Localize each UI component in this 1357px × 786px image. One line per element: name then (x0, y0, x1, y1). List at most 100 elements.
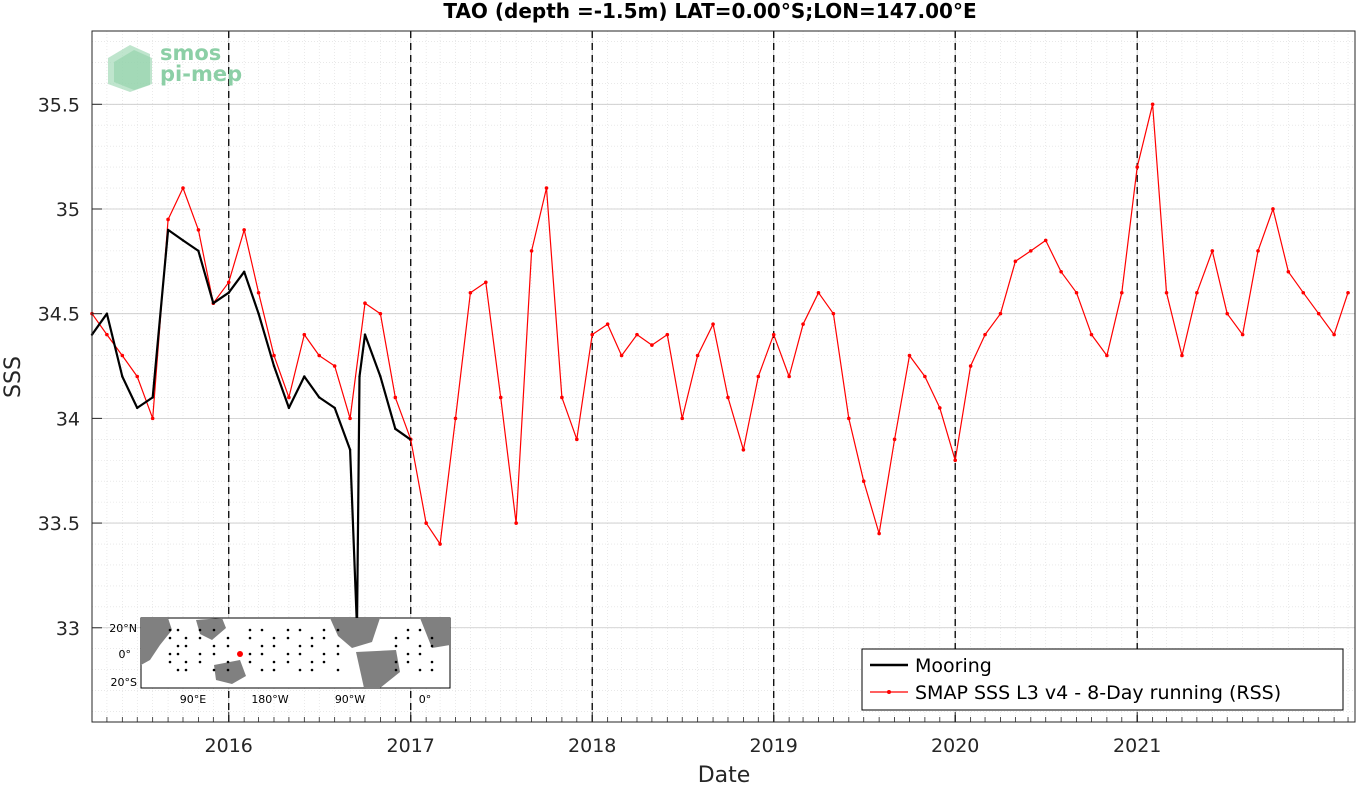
inset-land-south-america (356, 650, 400, 688)
smap-data-point (695, 353, 700, 358)
inset-mooring-dot (226, 660, 230, 664)
smap-data-point (1210, 249, 1215, 253)
series-layer (90, 102, 1350, 629)
plot-frame (91, 30, 1356, 723)
series-line-smap (91, 103, 1349, 545)
smap-data-point (726, 395, 730, 400)
smap-data-point (1043, 238, 1048, 243)
smap-data-point (816, 290, 821, 295)
smap-data-point (424, 521, 428, 525)
mooring-data-point (136, 406, 139, 410)
inset-mooring-dot (168, 660, 172, 664)
smap-data-point (484, 280, 488, 285)
smap-data-point (242, 228, 246, 232)
inset-mooring-dot (394, 644, 398, 648)
inset-mooring-dot (418, 628, 422, 632)
smap-data-point (272, 353, 276, 358)
inset-mooring-dot (322, 652, 326, 656)
smap-data-point (544, 186, 549, 190)
inset-label-180w: 180°W (251, 693, 288, 706)
inset-mooring-dot (418, 668, 422, 672)
smap-data-point (226, 280, 231, 285)
y-axis-ticks: 33 33.5 34 34.5 35 35.5 (38, 94, 102, 640)
inset-mooring-dot (184, 644, 188, 648)
inset-mooring-dot (298, 628, 302, 632)
inset-mooring-dot (248, 652, 252, 656)
inset-mooring-dot (430, 644, 434, 648)
smap-data-point (1225, 311, 1230, 316)
inset-mooring-dot (406, 660, 410, 664)
smap-data-point (1013, 259, 1018, 264)
smap-data-point (438, 542, 442, 546)
mooring-data-point (394, 427, 397, 431)
logo-line1: smos (160, 41, 221, 65)
smos-pi-mep-logo: smos pi-mep (108, 41, 242, 92)
x-tick-label: 2019 (750, 735, 798, 757)
inset-mooring-dot (406, 652, 410, 656)
inset-label-eq: 0° (119, 648, 132, 661)
logo-line2: pi-mep (160, 62, 242, 86)
inset-mooring-dot (272, 636, 276, 640)
x-axis-ticks: 2016 2017 2018 2019 2020 2021 (91, 712, 1349, 757)
smap-data-point (771, 332, 776, 337)
inset-mooring-dot (226, 636, 230, 640)
inset-label-20n: 20°N (109, 622, 137, 635)
inset-selected-mooring (237, 651, 243, 657)
inset-mooring-dot (184, 668, 188, 672)
inset-mooring-dot (322, 660, 326, 664)
mooring-data-point (272, 364, 276, 368)
inset-land-africa (141, 618, 172, 665)
smap-data-point (1286, 270, 1291, 274)
smap-data-point (923, 374, 927, 379)
inset-mooring-dot (168, 652, 172, 656)
smap-data-point (453, 416, 458, 421)
smap-data-point (756, 374, 761, 379)
inset-mooring-dot (176, 668, 180, 672)
smap-data-point (998, 311, 1003, 316)
mooring-data-point (121, 375, 124, 378)
inset-label-0: 0° (419, 693, 432, 706)
inset-mooring-dot (298, 668, 302, 672)
smap-data-point (605, 322, 610, 326)
smap-data-point (1180, 353, 1184, 358)
legend-box (861, 648, 1344, 711)
inset-mooring-dot (176, 652, 180, 656)
mooring-data-point (151, 396, 154, 399)
smap-data-point (938, 406, 942, 410)
smap-data-point (892, 437, 897, 442)
smap-data-point (983, 332, 987, 337)
smap-data-point (1105, 353, 1109, 358)
smap-data-point (181, 186, 185, 190)
mooring-data-point (197, 249, 200, 253)
inset-mooring-dot (394, 668, 398, 672)
smap-data-point (196, 228, 201, 232)
smap-data-point (1271, 207, 1275, 211)
y-tick-label: 33 (56, 618, 80, 640)
mooring-data-point (227, 291, 230, 294)
inset-mooring-dot (336, 668, 340, 672)
smap-data-point (135, 374, 140, 379)
mooring-data-point (348, 448, 352, 451)
smap-data-point (498, 395, 503, 400)
smap-data-point (256, 290, 261, 295)
mooring-data-point (181, 239, 185, 242)
smap-data-point (1301, 290, 1306, 295)
mooring-data-point (333, 406, 336, 410)
smap-data-point (575, 437, 579, 442)
mooring-data-point (358, 375, 361, 378)
inset-mooring-dot (198, 660, 202, 664)
smap-data-point (363, 301, 367, 306)
smap-data-point (105, 332, 109, 337)
mooring-data-point (363, 333, 367, 336)
inset-mooring-dot (336, 628, 340, 632)
x-tick-label: 2021 (1113, 735, 1161, 757)
smap-data-point (1089, 332, 1094, 337)
smap-data-point (619, 353, 624, 358)
smap-data-point (529, 249, 534, 253)
inset-mooring-dot (212, 652, 216, 656)
inset-mooring-dot (272, 660, 276, 664)
inset-mooring-dot (310, 644, 314, 648)
inset-mooring-dot (430, 660, 434, 664)
smap-data-point (166, 217, 170, 222)
